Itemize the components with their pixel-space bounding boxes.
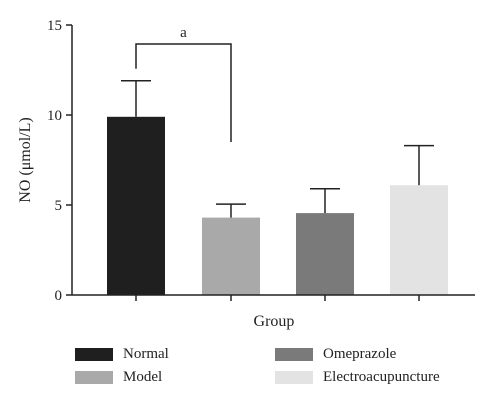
significance-label: a [180, 25, 187, 41]
bar-omeprazole [296, 213, 354, 295]
y-tick-label-15: 15 [47, 18, 62, 34]
bars-group [107, 116, 448, 295]
error-bars-group [121, 80, 434, 218]
significance-annotation: a [135, 25, 232, 142]
y-tick-label-0: 0 [55, 288, 63, 304]
bar-normal [107, 116, 165, 295]
axes-group: 0 5 10 15 [47, 18, 475, 304]
x-axis-label: Group [254, 313, 295, 330]
y-tick-label-5: 5 [55, 198, 63, 214]
significance-bracket [135, 43, 232, 142]
bar-electroacupuncture [390, 185, 448, 295]
bar-model [202, 217, 260, 295]
y-tick-label-10: 10 [47, 108, 62, 124]
y-axis-label: NO (μmol/L) [17, 117, 34, 202]
